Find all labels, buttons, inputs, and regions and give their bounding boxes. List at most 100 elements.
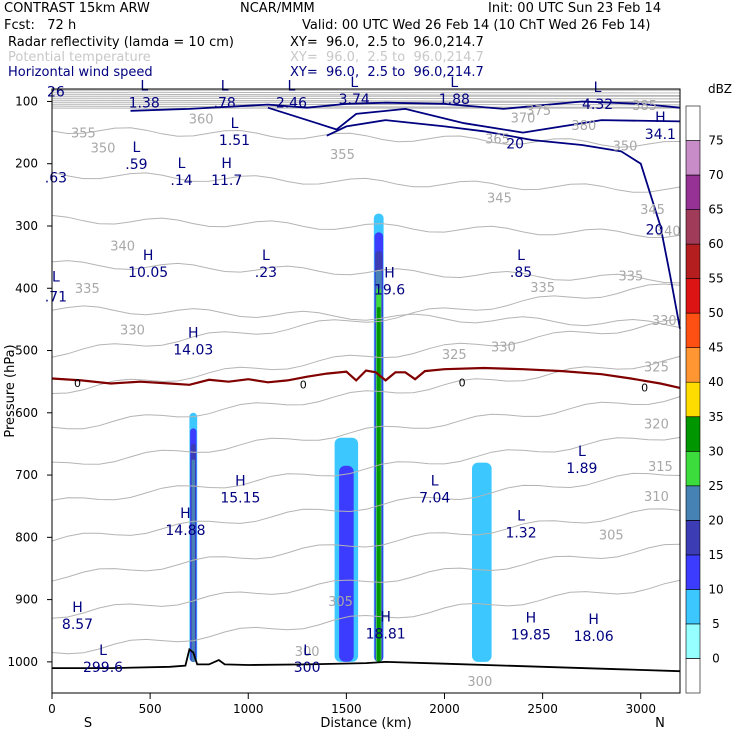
- y-tick-label: 700: [15, 468, 38, 482]
- theta-label: 355: [330, 148, 355, 163]
- theta-label: 305: [599, 529, 624, 544]
- extremum-marker: L: [517, 248, 525, 264]
- theta-label: 350: [91, 141, 116, 156]
- edge-value-label: .71: [45, 290, 67, 306]
- field-wind-label: Horizontal wind speed: [8, 65, 153, 80]
- x-tick-label: 3000: [625, 702, 656, 716]
- colorbar-swatch: [685, 416, 701, 452]
- theta-label: 330: [491, 341, 516, 356]
- extremum-marker: H: [143, 248, 154, 264]
- theta-label: 330: [120, 324, 145, 339]
- extremum-marker: H: [655, 110, 666, 126]
- colorbar: 0 5 10 15 20 25 30 35 40 45 50 55 60 65 70 75 dBZ: [685, 82, 732, 694]
- extremum-marker: H: [235, 474, 246, 490]
- colorbar-swatch: [685, 554, 701, 590]
- extremum-value: 15.15: [220, 491, 260, 507]
- zero-isotherm-label: 0: [459, 377, 466, 390]
- colorbar-tick-label: 55: [708, 272, 723, 286]
- valid-time: Valid: 00 UTC Wed 26 Feb 14 (10 ChT Wed …: [302, 18, 651, 33]
- colorbar-tick-label: 15: [708, 548, 723, 562]
- y-tick-label: 400: [15, 281, 38, 295]
- colorbar-tick-label: 30: [708, 444, 723, 458]
- theta-label: 350: [613, 139, 638, 154]
- theta-label: 365: [485, 133, 510, 148]
- extremum-value: .78: [214, 96, 236, 112]
- colorbar-swatch: [685, 623, 701, 659]
- extremum-marker: H: [588, 612, 599, 628]
- extremum-marker: L: [450, 75, 458, 91]
- theta-label: 370: [511, 111, 536, 126]
- extremum-marker: H: [221, 156, 232, 172]
- y-axis-title: Pressure (hPa): [3, 344, 18, 437]
- colorbar-tick-label: 60: [708, 237, 723, 251]
- theta-contour-line: [51, 93, 681, 96]
- extremum-marker: L: [52, 270, 60, 286]
- field-reflectivity-xy: XY= 96.0, 2.5 to 96.0,214.7: [290, 35, 484, 50]
- theta-label: 320: [644, 418, 669, 433]
- colorbar-tick-label: 5: [712, 617, 720, 631]
- wind-contour-line: [130, 100, 681, 112]
- y-tick-label: 500: [15, 344, 38, 358]
- colorbar-swatch: [685, 589, 701, 625]
- reflectivity-cell: [472, 462, 492, 662]
- colorbar-swatch: [685, 209, 701, 245]
- theta-label: 335: [530, 281, 555, 296]
- theta-contour-line: [51, 103, 681, 106]
- theta-label: 305: [328, 595, 353, 610]
- wind-contour-label: 20: [506, 136, 524, 152]
- extremum-value: 11.7: [211, 173, 242, 189]
- extremum-value: 8.57: [62, 617, 93, 633]
- x-tick-label: 1500: [331, 702, 362, 716]
- extremum-marker: L: [303, 643, 311, 659]
- theta-contour-line: [51, 355, 681, 430]
- theta-contour-line: [51, 396, 681, 465]
- extremum-marker: L: [132, 140, 140, 156]
- extremum-marker: L: [99, 643, 107, 659]
- x-tick-label: 500: [139, 702, 162, 716]
- extremum-marker: H: [380, 609, 391, 625]
- field-reflectivity-label: Radar reflectivity (lamda = 10 cm): [8, 35, 234, 50]
- extremum-value: 19.85: [511, 628, 551, 644]
- extremum-marker: L: [231, 116, 239, 132]
- south-label: S: [84, 716, 92, 731]
- extremum-value: 1.88: [439, 92, 470, 108]
- reflectivity-cell: [191, 459, 195, 662]
- theta-label: 380: [571, 119, 596, 134]
- x-tick-label: 2000: [429, 702, 460, 716]
- extremum-value: 4.32: [582, 97, 613, 113]
- theta-label: 345: [487, 192, 512, 207]
- theta-label: 330: [652, 314, 677, 329]
- extremum-value: 1.38: [129, 96, 160, 112]
- wind-contour-line: [267, 106, 681, 134]
- extremum-value: 3.74: [339, 92, 370, 108]
- colorbar-tick-label: 20: [708, 513, 723, 527]
- extremum-value: 7.04: [419, 491, 450, 507]
- extremum-marker: L: [221, 79, 229, 95]
- theta-label: 355: [71, 126, 96, 141]
- theta-label: 325: [644, 360, 669, 375]
- theta-label: 300: [467, 675, 492, 690]
- theta-label: 340: [110, 240, 135, 255]
- extremum-value: 299.6: [83, 660, 123, 676]
- theta-label: 345: [640, 203, 665, 218]
- theta-label: 335: [619, 270, 644, 285]
- zero-isotherm-label: 0: [641, 382, 648, 395]
- colorbar-swatch: [685, 520, 701, 556]
- extremum-value: 18.81: [366, 626, 406, 642]
- y-tick-label: 600: [15, 406, 38, 420]
- x-tick-label: 2500: [527, 702, 558, 716]
- extremum-value: .14: [170, 173, 192, 189]
- theta-contour-line: [51, 472, 681, 542]
- model-title: CONTRAST 15km ARW: [4, 1, 150, 16]
- extremum-marker: L: [431, 474, 439, 490]
- colorbar-swatch: [685, 381, 701, 418]
- extremum-value: 14.03: [173, 342, 213, 358]
- colorbar-swatch: [685, 485, 701, 521]
- reflectivity-layer: [189, 213, 492, 662]
- colorbar-tick-label: 70: [708, 168, 723, 182]
- theta-label: 360: [189, 113, 214, 128]
- theta-label: 375: [526, 104, 551, 119]
- wind-contour-label: 20: [646, 222, 664, 238]
- zero-isotherm-label: 0: [74, 377, 81, 390]
- theta-contour-line: [51, 171, 681, 193]
